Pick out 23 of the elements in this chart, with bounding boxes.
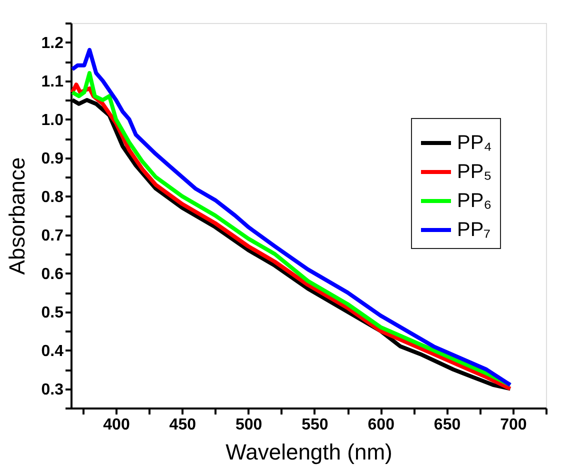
y-tick-label: 0.6 — [41, 266, 64, 283]
y-tick-label: 1.0 — [41, 112, 64, 129]
y-tick-label: 0.4 — [41, 342, 64, 360]
y-axis-title: Absorbance — [4, 157, 30, 275]
legend-label: PP₇ — [457, 219, 491, 241]
y-tick-label: 1.1 — [41, 73, 64, 90]
legend-label: PP₅ — [457, 161, 492, 183]
y-tick-label: 1.2 — [41, 34, 64, 52]
x-tick-label: 500 — [235, 416, 262, 434]
y-tick-label: 0.5 — [41, 304, 64, 322]
legend-label: PP₄ — [457, 132, 492, 154]
y-tick-label: 0.8 — [41, 188, 64, 206]
y-tick-label: 0.7 — [41, 227, 64, 244]
x-tick-label: 650 — [434, 416, 461, 434]
legend-label: PP₆ — [457, 190, 492, 212]
y-tick-label: 0.3 — [41, 381, 64, 398]
x-tick-label: 600 — [368, 416, 395, 434]
x-tick-label: 450 — [169, 416, 196, 434]
x-tick-label: 400 — [103, 416, 130, 434]
x-axis-title: Wavelength (nm) — [226, 440, 392, 464]
x-tick-label: 700 — [500, 416, 527, 434]
y-tick-label: 0.9 — [41, 150, 64, 168]
x-tick-label: 550 — [302, 416, 328, 434]
